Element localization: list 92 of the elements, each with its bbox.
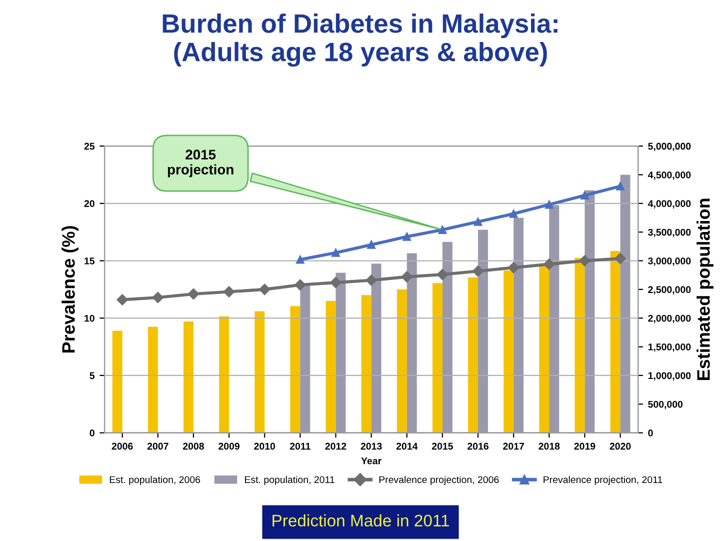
x-tick-label: 2012 <box>325 442 346 450</box>
y2-tick-label: 3,000,000 <box>648 257 691 266</box>
chart-title: Burden of Diabetes in Malaysia: (Adults age 18 years & above) <box>162 14 558 67</box>
x-tick-label: 2017 <box>503 442 524 450</box>
point <box>438 226 447 234</box>
bar <box>254 311 265 433</box>
bar <box>539 265 550 433</box>
point <box>223 286 235 298</box>
y-tick-label: 25 <box>84 142 95 150</box>
bar <box>336 272 346 433</box>
bar <box>184 322 194 433</box>
y-tick-label: 10 <box>84 314 94 322</box>
x-axis-title: Year <box>361 458 382 464</box>
y2-tick-label: 0 <box>648 430 653 436</box>
text: Prediction Made in 2011 <box>272 514 449 527</box>
y2-tick-label: 2,000,000 <box>648 314 691 324</box>
annotation: 2015 projection <box>168 150 234 178</box>
bar <box>326 300 336 433</box>
y-tick-label: 0 <box>90 430 94 436</box>
y2-tick-label: 4,500,000 <box>648 171 691 180</box>
x-tick-label: 2007 <box>147 442 168 450</box>
y2-tick-label: 5,000,000 <box>648 142 691 152</box>
bar <box>300 284 310 433</box>
point <box>544 200 554 209</box>
point <box>614 252 626 264</box>
bar <box>504 270 514 433</box>
point <box>472 265 484 277</box>
x-tick-label: 2016 <box>468 442 488 450</box>
point <box>401 271 412 282</box>
legend-label: Prevalence projection, 2011 <box>544 476 662 486</box>
point <box>330 276 342 288</box>
point <box>366 274 377 286</box>
point <box>296 255 304 264</box>
x-tick-label: 2009 <box>218 442 240 450</box>
x-tick-label: 2020 <box>610 442 631 450</box>
point <box>508 262 520 274</box>
point <box>402 232 412 241</box>
x-tick-label: 2018 <box>538 442 560 450</box>
point <box>436 268 448 280</box>
x-tick-label: 2010 <box>254 442 276 450</box>
point <box>544 258 555 270</box>
x-tick-label: 2013 <box>360 442 382 450</box>
point <box>474 218 482 226</box>
y2-tick-label: 1,000,000 <box>648 372 691 380</box>
point <box>294 279 306 290</box>
bar <box>112 330 122 433</box>
bar <box>148 326 158 433</box>
y-tick-label: 15 <box>84 258 95 264</box>
bar <box>574 258 585 433</box>
y2-tick-label: 500,000 <box>648 400 683 410</box>
legend-label: Prevalence projection, 2006 <box>379 476 499 486</box>
x-tick-label: 2006 <box>112 442 133 450</box>
bar <box>620 174 630 433</box>
x-tick-label: 2011 <box>290 442 310 450</box>
bar <box>396 289 407 433</box>
point <box>579 255 590 266</box>
y2-tick-label: 1,500,000 <box>648 344 691 352</box>
x-tick-label: 2014 <box>396 442 418 450</box>
bar <box>432 283 442 433</box>
bar <box>371 264 382 433</box>
legend-label: Est. population, 2011 <box>245 476 334 486</box>
legend-label: Est. population, 2006 <box>110 476 200 486</box>
y2-tick-label: 4,000,000 <box>648 200 691 208</box>
point <box>259 284 270 296</box>
bar <box>442 242 452 433</box>
bar <box>468 277 478 433</box>
point <box>332 248 340 257</box>
bar <box>610 251 620 433</box>
point <box>509 210 518 218</box>
y-tick-label: 5 <box>90 372 95 380</box>
x-tick-label: 2008 <box>182 442 204 450</box>
bar <box>361 295 372 433</box>
y-tick-label: 20 <box>84 200 94 208</box>
bar <box>478 230 488 433</box>
point <box>580 191 589 200</box>
y2-tick-label: 2,500,000 <box>648 286 691 294</box>
x-tick-label: 2019 <box>574 442 596 450</box>
point <box>616 182 624 190</box>
y2-axis-title: Estimated population <box>696 198 714 380</box>
bar <box>549 205 560 433</box>
bar <box>219 316 230 433</box>
x-tick-label: 2015 <box>432 442 453 450</box>
point <box>152 292 164 304</box>
bar <box>514 218 524 433</box>
bar <box>406 253 417 433</box>
point <box>116 294 128 306</box>
y-axis-title: Prevalence (%) <box>62 226 78 352</box>
y2-tick-label: 3,500,000 <box>648 228 691 238</box>
bar <box>584 190 595 433</box>
bar <box>290 306 300 433</box>
point <box>367 240 376 249</box>
point <box>188 288 200 300</box>
